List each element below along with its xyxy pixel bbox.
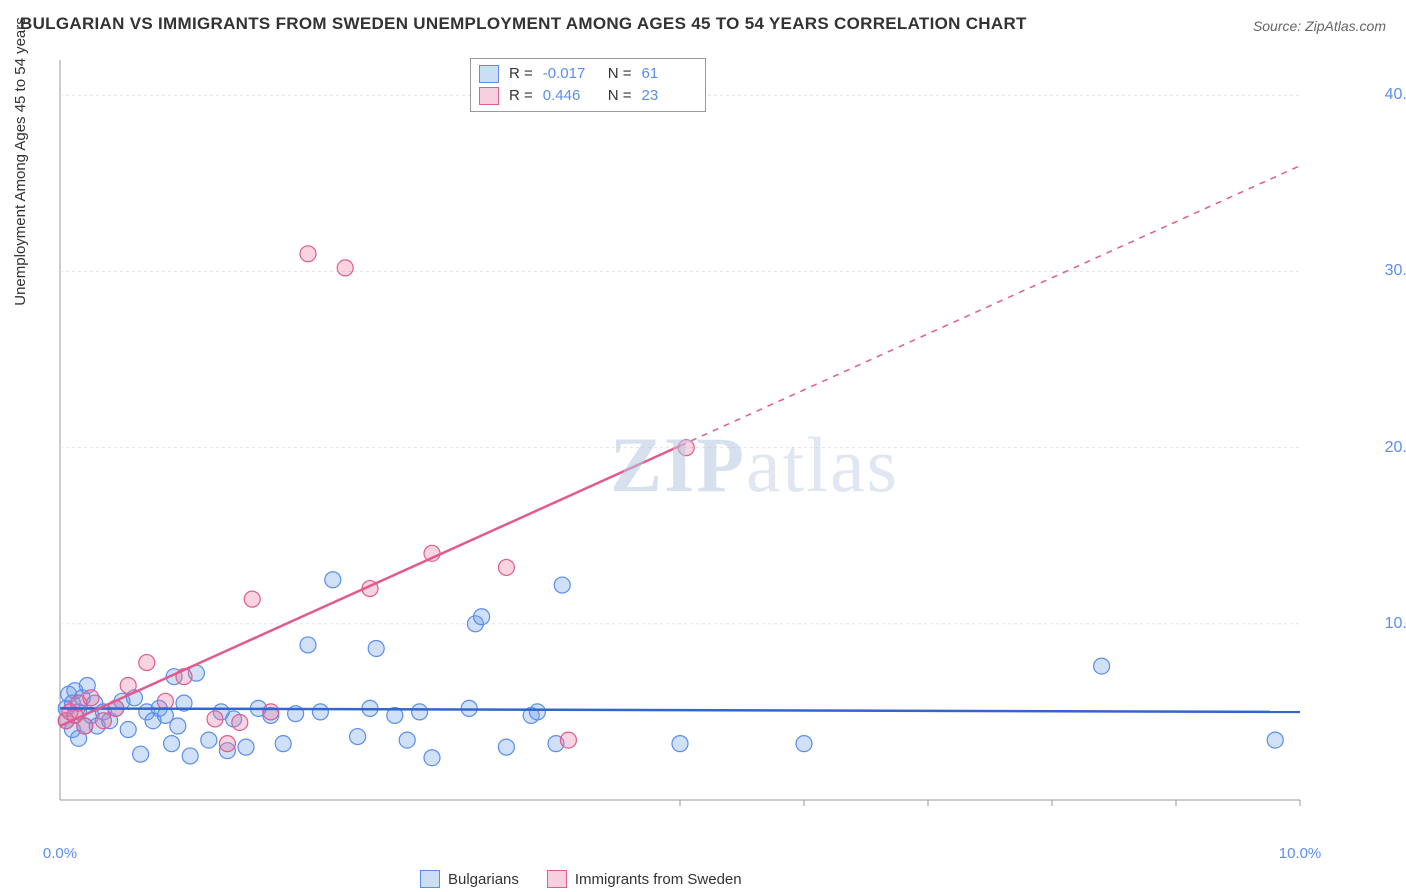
swatch-blue-icon <box>479 65 499 83</box>
ytick-label: 30.0% <box>1385 262 1406 280</box>
swatch-blue-icon <box>420 870 440 888</box>
ytick-label: 20.0% <box>1385 439 1406 457</box>
scatter-plot <box>50 50 1370 830</box>
legend-item-bulgarians: Bulgarians <box>420 870 519 888</box>
ytick-label: 40.0% <box>1385 86 1406 104</box>
corr-n-value: 61 <box>642 63 697 85</box>
corr-n-label: N = <box>608 63 632 85</box>
legend-label: Bulgarians <box>448 871 519 888</box>
corr-n-label: N = <box>608 85 632 107</box>
corr-r-label: R = <box>509 85 533 107</box>
source-label: Source: ZipAtlas.com <box>1253 18 1386 34</box>
corr-n-value: 23 <box>642 85 697 107</box>
corr-r-value: 0.446 <box>543 85 598 107</box>
swatch-pink-icon <box>479 87 499 105</box>
chart-area: R = -0.017 N = 61 R = 0.446 N = 23 ZIPat… <box>50 50 1370 830</box>
xtick-label: 0.0% <box>43 845 77 862</box>
legend-label: Immigrants from Sweden <box>575 871 742 888</box>
corr-r-label: R = <box>509 63 533 85</box>
y-axis-label: Unemployment Among Ages 45 to 54 years <box>12 17 29 306</box>
chart-title: BULGARIAN VS IMMIGRANTS FROM SWEDEN UNEM… <box>20 14 1027 34</box>
corr-row-bulgarians: R = -0.017 N = 61 <box>479 63 697 85</box>
corr-r-value: -0.017 <box>543 63 598 85</box>
legend-item-sweden: Immigrants from Sweden <box>547 870 742 888</box>
legend-bottom: Bulgarians Immigrants from Sweden <box>420 870 742 888</box>
corr-row-sweden: R = 0.446 N = 23 <box>479 85 697 107</box>
ytick-label: 10.0% <box>1385 615 1406 633</box>
swatch-pink-icon <box>547 870 567 888</box>
xtick-label: 10.0% <box>1279 845 1322 862</box>
correlation-legend: R = -0.017 N = 61 R = 0.446 N = 23 <box>470 58 706 112</box>
